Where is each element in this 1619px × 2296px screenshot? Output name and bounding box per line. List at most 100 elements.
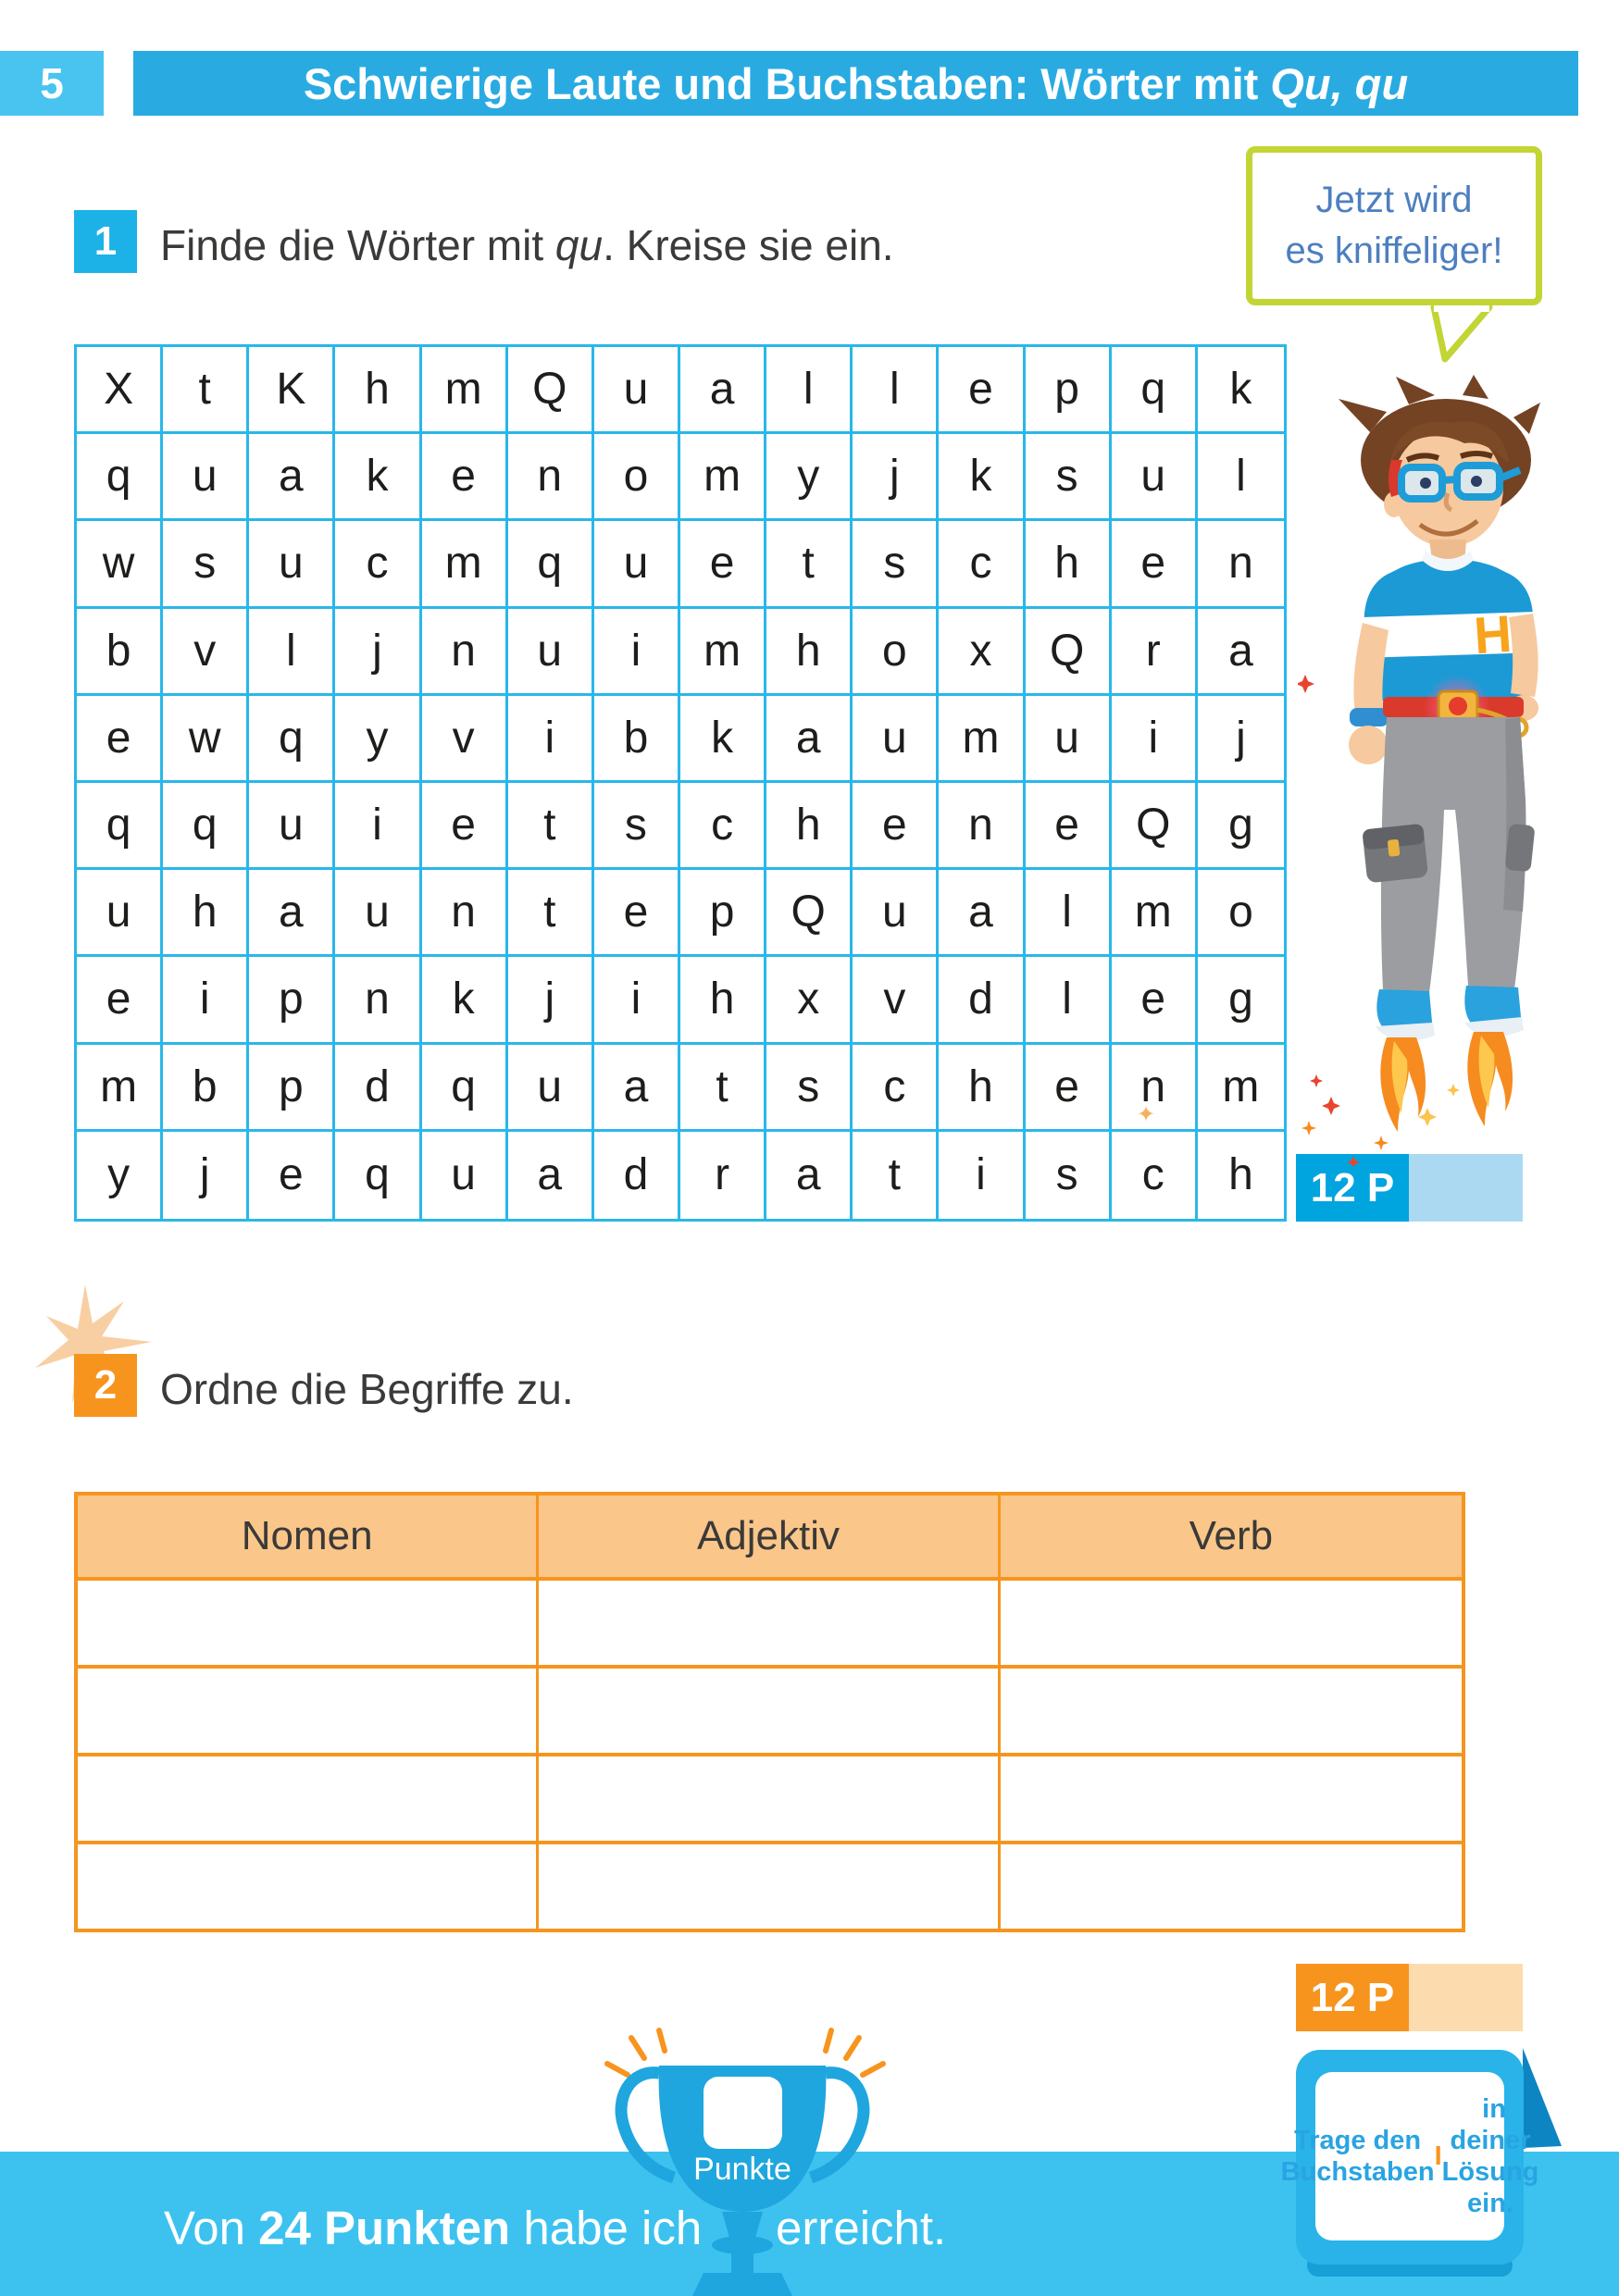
grid-cell[interactable]: u [249,521,336,609]
grid-cell[interactable]: p [680,870,767,958]
grid-cell[interactable]: m [421,521,508,609]
grid-cell[interactable]: q [163,782,250,871]
grid-cell[interactable]: i [335,782,422,871]
grid-cell[interactable]: j [853,434,940,522]
grid-cell[interactable]: x [766,957,853,1045]
grid-cell[interactable]: j [1197,696,1284,783]
grid-cell[interactable]: m [1197,1045,1284,1132]
table-cell[interactable] [78,1577,540,1665]
grid-cell[interactable]: n [507,434,594,522]
grid-cell[interactable]: v [421,695,508,783]
grid-cell[interactable]: X [77,347,164,435]
grid-cell[interactable]: r [680,1131,767,1219]
grid-cell[interactable]: u [422,1131,508,1219]
grid-cell[interactable]: g [1197,783,1284,871]
grid-cell[interactable]: s [1026,1131,1112,1219]
grid-cell[interactable]: l [1025,957,1112,1045]
grid-cell[interactable]: h [766,782,853,871]
grid-cell[interactable]: e [1025,782,1112,871]
grid-cell[interactable]: m [77,1044,164,1132]
grid-cell[interactable]: q [77,434,164,522]
grid-cell[interactable]: t [853,1131,940,1219]
grid-cell[interactable]: w [77,521,164,609]
grid-cell[interactable]: h [939,1044,1026,1132]
task2-points-writein[interactable] [1409,1964,1523,2031]
grid-cell[interactable]: l [1025,870,1112,958]
grid-cell[interactable]: m [1111,870,1198,958]
grid-cell[interactable]: l [249,608,336,696]
grid-cell[interactable]: Q [766,870,853,958]
grid-cell[interactable]: e [853,782,940,871]
grid-cell[interactable]: e [1111,521,1198,609]
grid-cell[interactable]: d [939,957,1026,1045]
grid-cell[interactable]: i [1111,695,1198,783]
grid-cell[interactable]: o [593,434,680,522]
grid-cell[interactable]: a [249,870,336,958]
grid-cell[interactable]: c [1112,1131,1198,1219]
table-cell[interactable] [1000,1841,1462,1929]
table-cell[interactable] [539,1665,1001,1753]
grid-cell[interactable]: u [163,434,250,522]
grid-cell[interactable]: m [421,347,508,435]
grid-cell[interactable]: i [507,695,594,783]
grid-cell[interactable]: n [939,782,1026,871]
grid-cell[interactable]: u [1025,695,1112,783]
grid-cell[interactable]: e [593,870,680,958]
grid-cell[interactable]: u [853,695,940,783]
grid-cell[interactable]: d [594,1131,680,1219]
grid-cell[interactable]: h [335,347,422,435]
table-cell[interactable] [539,1841,1001,1929]
table-cell[interactable] [1000,1753,1462,1841]
grid-cell[interactable]: g [1197,957,1284,1045]
grid-cell[interactable]: a [508,1131,594,1219]
table-cell[interactable] [1000,1665,1462,1753]
table-cell[interactable] [539,1753,1001,1841]
grid-cell[interactable]: y [77,1131,164,1219]
grid-cell[interactable]: k [421,957,508,1045]
grid-cell[interactable]: n [1197,521,1284,609]
grid-cell[interactable]: t [766,521,853,609]
grid-cell[interactable]: p [1025,347,1112,435]
grid-cell[interactable]: b [77,608,164,696]
grid-cell[interactable]: q [249,695,336,783]
grid-cell[interactable]: h [163,870,250,958]
grid-cell[interactable]: t [507,870,594,958]
grid-cell[interactable]: q [421,1044,508,1132]
grid-cell[interactable]: u [249,782,336,871]
table-cell[interactable] [78,1753,540,1841]
table-cell[interactable] [1000,1577,1462,1665]
grid-cell[interactable]: e [1025,1044,1112,1132]
grid-cell[interactable]: l [853,347,940,435]
grid-cell[interactable]: n [421,870,508,958]
grid-cell[interactable]: y [335,695,422,783]
grid-cell[interactable]: u [593,521,680,609]
grid-cell[interactable]: h [1228,1150,1253,1200]
grid-cell[interactable]: i [593,608,680,696]
grid-cell[interactable]: s [1025,434,1112,522]
grid-cell[interactable]: q [77,782,164,871]
table-cell[interactable] [539,1577,1001,1665]
grid-cell[interactable]: e [421,782,508,871]
grid-cell[interactable]: e [680,521,767,609]
grid-cell[interactable]: e [249,1131,336,1219]
grid-cell[interactable]: u [1111,434,1198,522]
task1-points-writein[interactable] [1409,1154,1523,1222]
grid-cell[interactable]: p [249,957,336,1045]
grid-cell[interactable]: e [77,695,164,783]
grid-cell[interactable]: a [1197,609,1284,696]
grid-cell[interactable]: j [507,957,594,1045]
grid-cell[interactable]: q [1111,347,1198,435]
grid-cell[interactable]: a [766,695,853,783]
grid-cell[interactable]: n [1111,1044,1198,1132]
grid-cell[interactable]: u [335,870,422,958]
grid-cell[interactable]: i [163,957,250,1045]
grid-cell[interactable]: m [680,434,767,522]
grid-cell[interactable]: o [1197,870,1284,958]
grid-cell[interactable]: p [249,1044,336,1132]
grid-cell[interactable]: k [939,434,1026,522]
grid-cell[interactable]: Q [1025,608,1112,696]
grid-cell[interactable]: v [853,957,940,1045]
grid-cell[interactable]: u [507,608,594,696]
grid-cell[interactable]: d [335,1044,422,1132]
grid-cell[interactable]: i [939,1131,1026,1219]
